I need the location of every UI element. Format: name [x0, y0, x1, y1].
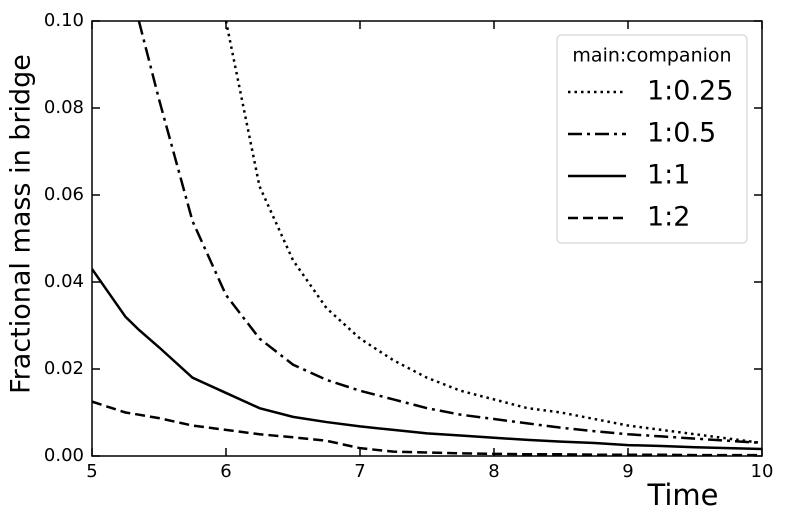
y-axis-label: Fractional mass in bridge [6, 54, 37, 394]
legend-label: 1:0.25 [647, 76, 733, 107]
legend-box [556, 34, 748, 244]
x-tick-label: 6 [220, 461, 231, 482]
x-tick-label: 8 [488, 461, 499, 482]
y-tick-label: 0.02 [44, 358, 84, 379]
legend-title: main:companion [572, 45, 731, 67]
line-series [92, 268, 762, 451]
x-tick-label: 5 [86, 461, 97, 482]
x-tick-label: 10 [751, 461, 774, 482]
line-series [137, 21, 762, 445]
y-tick-label: 0.04 [44, 271, 84, 292]
x-axis-label: Time [647, 478, 719, 512]
y-tick-label: 0.06 [44, 184, 84, 205]
x-tick-label: 9 [622, 461, 633, 482]
plot-frame [91, 20, 763, 457]
legend-label: 1:1 [647, 160, 690, 191]
line-series [92, 400, 762, 456]
x-tick-label: 7 [354, 461, 365, 482]
y-tick-label: 0.08 [44, 97, 84, 118]
legend-label: 1:2 [647, 202, 690, 233]
line-series [224, 21, 762, 445]
y-tick-label: 0.10 [44, 10, 84, 31]
y-tick-label: 0.00 [44, 445, 84, 466]
legend-label: 1:0.5 [647, 118, 716, 149]
